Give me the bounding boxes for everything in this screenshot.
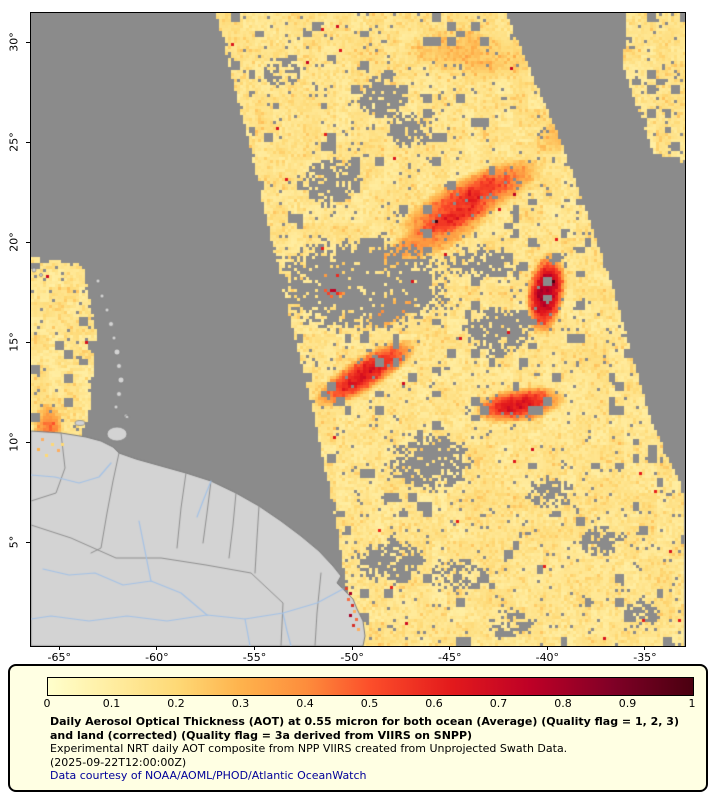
lat-tick-mark: [26, 341, 30, 343]
lon-tick-label: -45°: [437, 651, 462, 664]
lat-tick-label: 15°: [7, 332, 21, 352]
colorbar: [47, 677, 694, 696]
colorbar-tick-label: 0.9: [618, 697, 637, 710]
lon-tick-label: -60°: [145, 651, 169, 664]
colorbar-tick-label: 0.3: [231, 697, 250, 710]
lon-tick-label: -50°: [340, 651, 364, 664]
lon-tick-label: -35°: [633, 651, 657, 664]
lat-tick-label: 5°: [7, 535, 21, 549]
lat-tick-mark: [26, 41, 30, 43]
lat-tick-label: 25°: [7, 132, 21, 152]
colorbar-tick-label: 0.7: [489, 697, 508, 710]
map-canvas: [31, 13, 685, 646]
lat-tick-label: 10°: [7, 432, 21, 452]
colorbar-tick-label: 0.8: [554, 697, 572, 710]
legend-credit: Data courtesy of NOAA/AOML/PHOD/Atlantic…: [50, 769, 367, 782]
lon-tick-mark: [156, 646, 158, 650]
colorbar-tick-label: 0.2: [167, 697, 185, 710]
colorbar-tick-label: 0.6: [425, 697, 443, 710]
colorbar-tick-label: 0.4: [296, 697, 314, 710]
lon-tick-label: -40°: [535, 651, 560, 664]
legend-timestamp: (2025-09-22T12:00:00Z): [50, 755, 187, 769]
lon-tick-mark: [58, 646, 60, 650]
lon-tick-label: -55°: [242, 651, 267, 664]
lon-tick-mark: [546, 646, 548, 650]
legend-captions: Daily Aerosol Optical Thickness (AOT) at…: [50, 715, 700, 783]
colorbar-tick-label: 0.5: [360, 697, 379, 710]
lon-tick-mark: [449, 646, 451, 650]
lat-tick-label: 30°: [7, 32, 21, 52]
legend-box: 0 0.1 0.2 0.3 0.4 0.5 0.6 0.7 0.8 0.9 1 Daily Aero…: [8, 664, 708, 792]
map-area: [30, 12, 686, 647]
colorbar-tick-label: 0.1: [102, 697, 121, 710]
lon-tick-label: -65°: [47, 651, 72, 664]
colorbar-tick-label: 1: [688, 697, 696, 710]
lat-tick-label: 20°: [7, 232, 21, 252]
lat-tick-mark: [26, 541, 30, 543]
colorbar-tick-label: 0: [43, 697, 51, 710]
legend-title: Daily Aerosol Optical Thickness (AOT) at…: [50, 715, 679, 742]
lon-tick-mark: [351, 646, 353, 650]
lat-tick-mark: [26, 141, 30, 143]
lon-tick-mark: [254, 646, 255, 650]
lat-tick-mark: [26, 241, 30, 243]
lat-tick-mark: [26, 441, 30, 443]
legend-subtitle: Experimental NRT daily AOT composite fro…: [50, 742, 568, 755]
lon-tick-mark: [644, 646, 646, 650]
